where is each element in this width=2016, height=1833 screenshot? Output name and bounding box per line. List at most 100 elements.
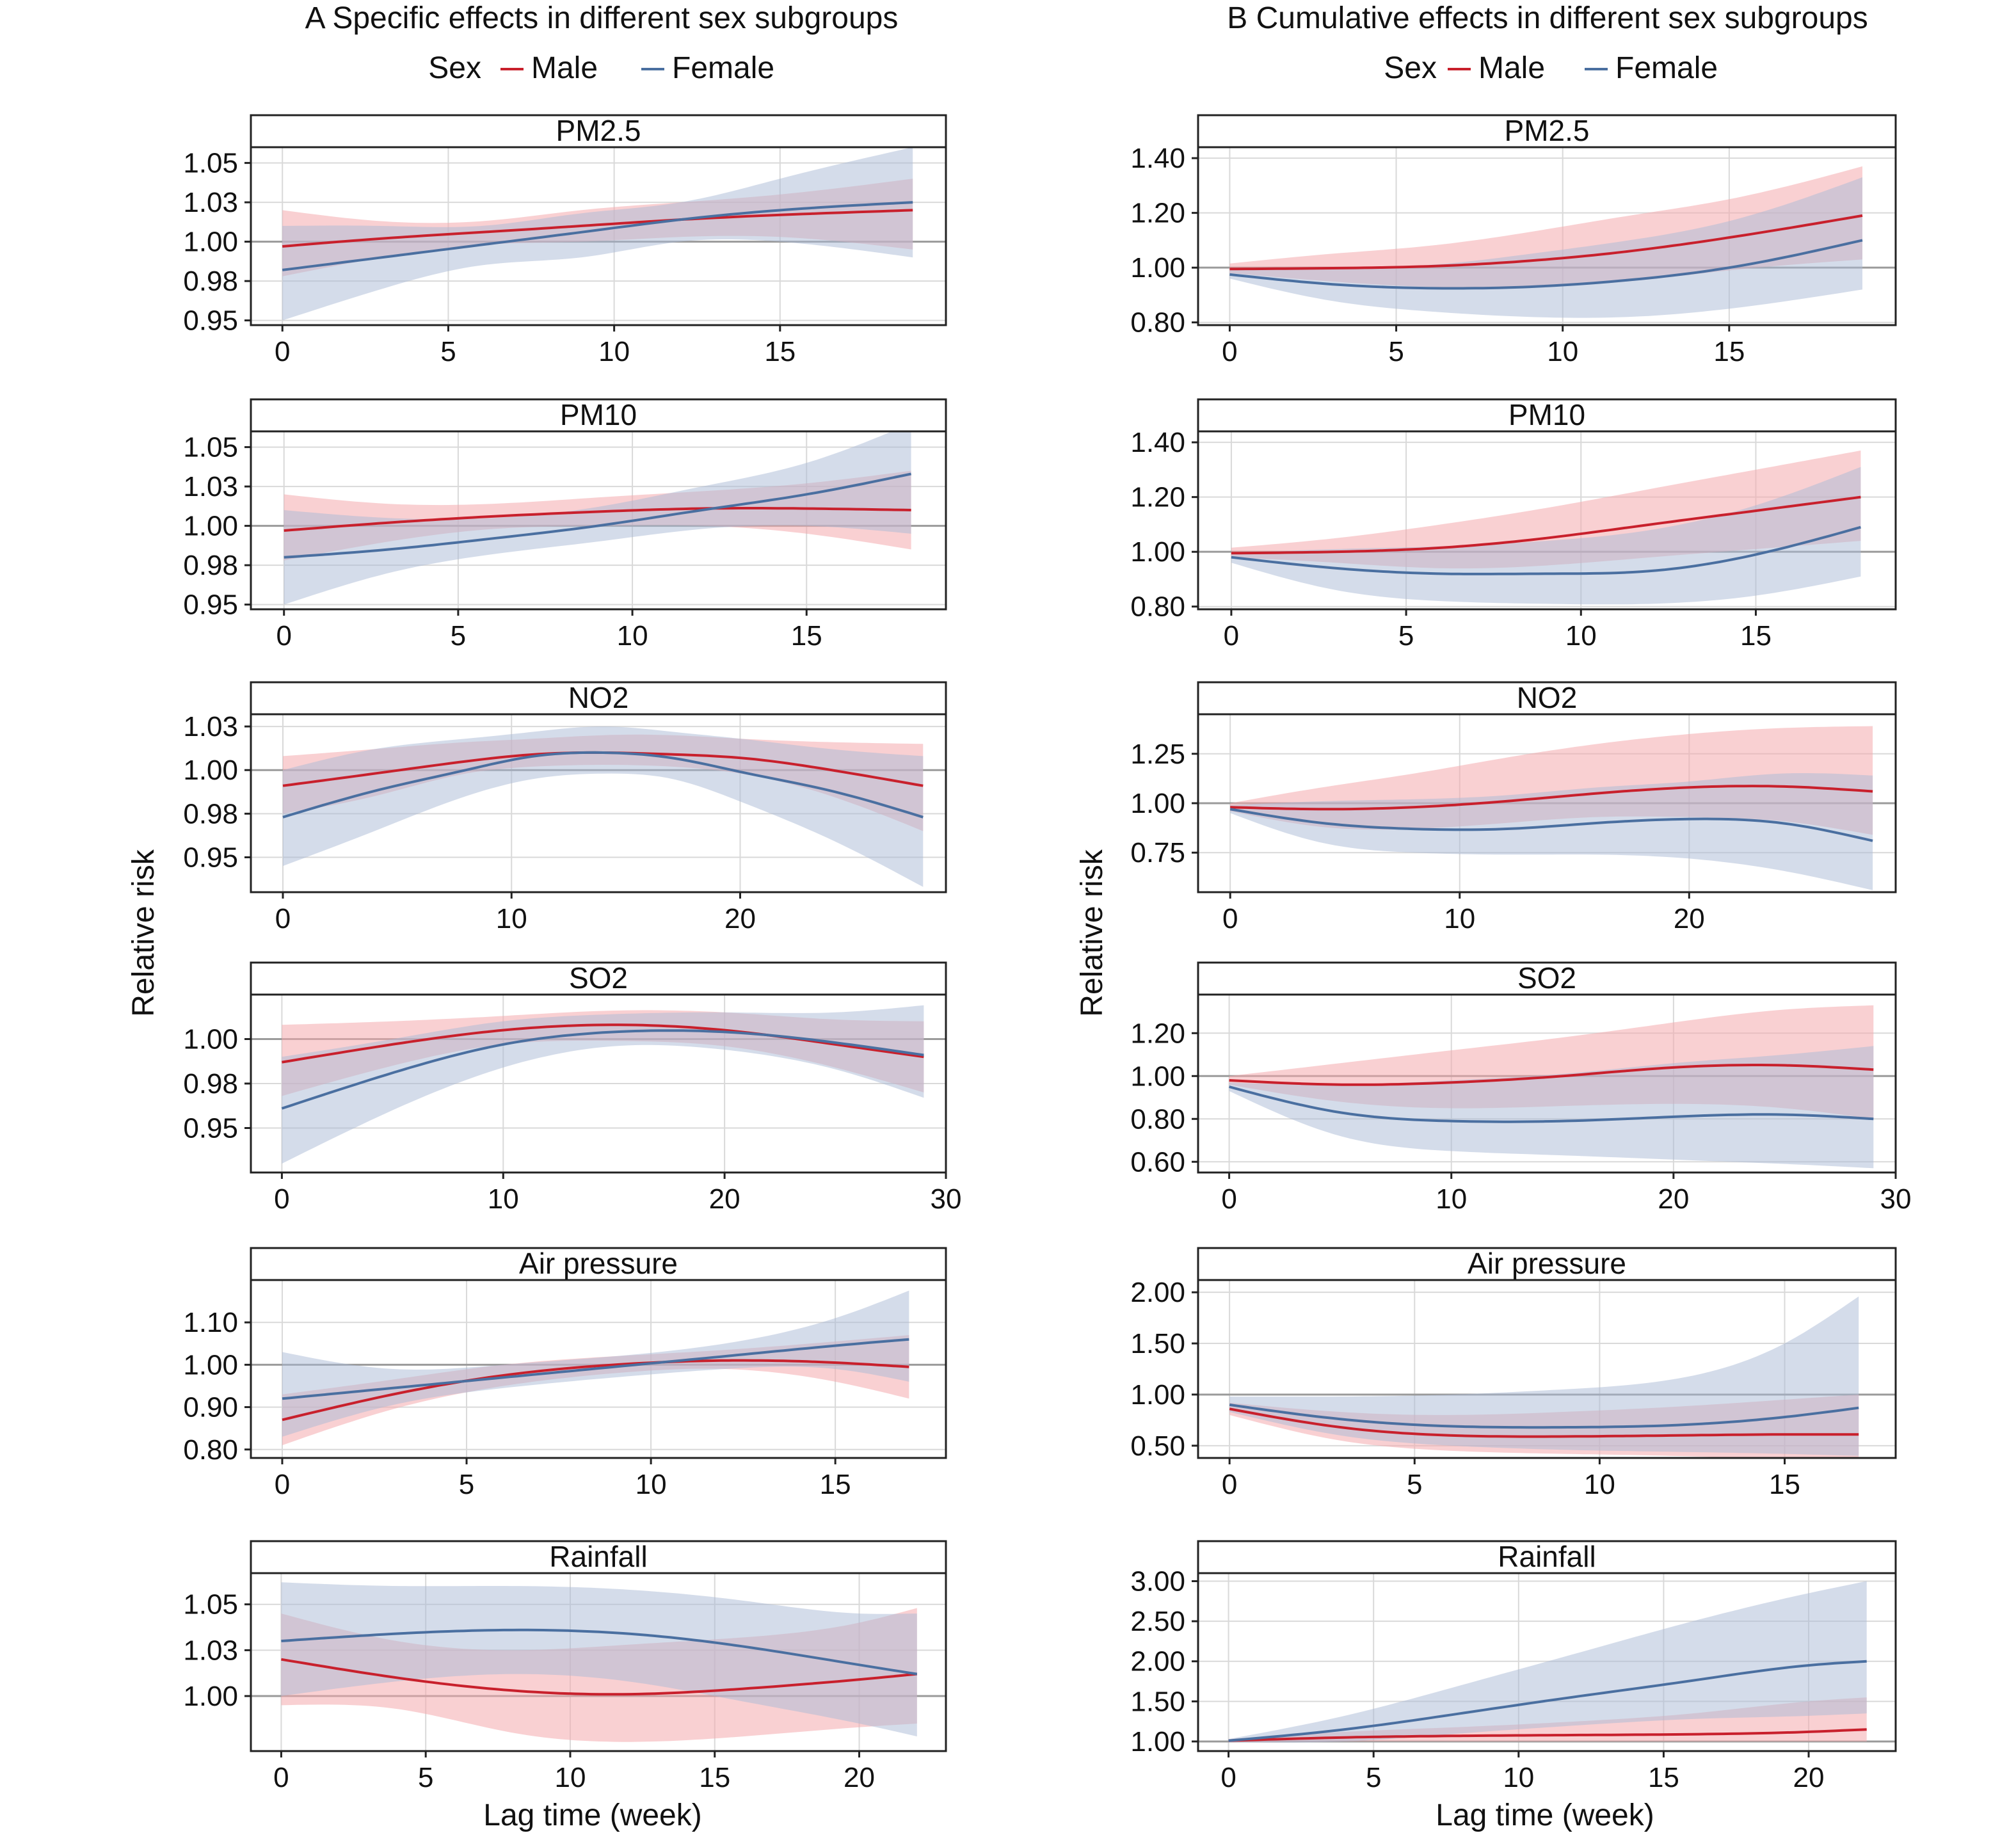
panel-frame	[250, 713, 947, 893]
panel-b-pm10: PM10 0 5 10 15 0.80 1.00 1.20 1.40	[1130, 398, 1897, 652]
panel-title: PM2.5	[1505, 114, 1590, 147]
plot-area	[251, 431, 946, 605]
female-series-line	[282, 1338, 909, 1400]
y-tick-label: 1.40	[1130, 143, 1185, 174]
panel-strip	[1197, 1247, 1897, 1281]
panel-frame	[1197, 1279, 1897, 1459]
female-series-line	[1229, 1085, 1874, 1123]
panel-a-pm2-5: PM2.5 0 5 10 15 0.95 0.98 1.00 1.03 1.05	[183, 114, 947, 367]
panel-a-pm10: PM10 0 5 10 15 0.95 0.98 1.00 1.03 1.05	[183, 398, 947, 652]
female-confidence-band	[282, 1005, 924, 1164]
y-tick-label: 0.80	[1130, 1103, 1185, 1135]
panel-strip	[250, 1540, 947, 1574]
y-tick-label: 1.00	[183, 511, 238, 542]
panel-frame	[1197, 146, 1897, 326]
female-series-line	[1228, 1660, 1867, 1742]
plot-area	[1198, 450, 1896, 605]
y-tick-label: 1.05	[183, 148, 238, 179]
y-tick-label: 1.00	[1130, 1061, 1185, 1092]
plot-area	[251, 726, 946, 887]
x-tick-label: 5	[418, 1762, 433, 1793]
plot-area	[1198, 1581, 1896, 1743]
x-tick-label: 0	[1220, 1762, 1236, 1793]
legend-male-label: Male	[1478, 51, 1545, 85]
x-tick-label: 10	[1503, 1762, 1534, 1793]
panel-strip	[250, 398, 947, 433]
female-confidence-band	[1230, 773, 1873, 890]
male-series-line	[282, 1023, 924, 1064]
y-tick-label: 0.95	[183, 305, 238, 337]
x-axis-label-b: Lag time (week)	[1436, 1798, 1654, 1832]
x-tick-label: 15	[1740, 620, 1772, 652]
x-tick-label: 0	[1222, 336, 1237, 367]
y-tick-label: 1.00	[183, 1681, 238, 1712]
female-series-line	[282, 751, 924, 819]
x-tick-label: 30	[931, 1183, 962, 1215]
panel-title: Air pressure	[519, 1247, 678, 1280]
column-a-legend: Sex Male Female	[428, 51, 774, 85]
y-tick-label: 2.00	[1130, 1646, 1185, 1677]
panel-strip	[1197, 398, 1897, 433]
panel-title: SO2	[1517, 961, 1576, 995]
y-tick-label: 1.00	[1130, 1726, 1185, 1757]
panel-strip	[250, 114, 947, 148]
male-series-line	[284, 507, 911, 532]
female-series-line	[1229, 1403, 1859, 1429]
y-tick-label: 2.50	[1130, 1606, 1185, 1637]
x-tick-label: 5	[1398, 620, 1414, 652]
panel-a-so2: SO2 0 10 20 30 0.95 0.98 1.00	[183, 961, 961, 1215]
y-tick-label: 0.95	[183, 1113, 238, 1144]
y-tick-label: 0.90	[183, 1392, 238, 1423]
y-tick-label: 0.98	[183, 798, 238, 829]
x-tick-label: 15	[764, 336, 796, 367]
female-confidence-band	[284, 431, 911, 605]
column-b-legend: Sex Male Female	[1384, 51, 1718, 85]
x-tick-label: 5	[451, 620, 466, 652]
x-tick-label: 10	[1444, 903, 1475, 934]
panel-b-pm2-5: PM2.5 0 5 10 15 0.80 1.00 1.20 1.40	[1130, 114, 1897, 367]
female-series-line	[1229, 239, 1863, 290]
panel-frame	[250, 146, 947, 326]
x-tick-label: 20	[844, 1762, 875, 1793]
x-tick-label: 5	[1388, 336, 1404, 367]
y-tick-label: 0.80	[183, 1434, 238, 1466]
legend-female-label: Female	[1615, 51, 1718, 85]
female-series-line	[281, 1628, 918, 1676]
panel-a-no2: NO2 0 10 20 0.95 0.98 1.00 1.03	[183, 681, 947, 934]
y-tick-label: 1.05	[183, 432, 238, 463]
plot-area	[1198, 166, 1896, 318]
y-tick-label: 1.10	[183, 1307, 238, 1338]
x-tick-label: 15	[1769, 1469, 1800, 1500]
y-tick-label: 0.98	[183, 550, 238, 581]
panel-title: NO2	[568, 681, 629, 714]
female-confidence-band	[282, 1290, 909, 1437]
x-tick-label: 0	[273, 1762, 289, 1793]
plot-area	[1198, 1296, 1896, 1458]
x-tick-label: 10	[1565, 620, 1597, 652]
plot-area	[1198, 726, 1896, 890]
x-tick-label: 15	[1713, 336, 1745, 367]
female-series-line	[282, 201, 913, 271]
panel-frame	[250, 1279, 947, 1459]
male-series-line	[1229, 1064, 1874, 1086]
y-tick-label: 0.80	[1130, 307, 1185, 339]
x-tick-label: 5	[1407, 1469, 1422, 1500]
x-tick-label: 10	[488, 1183, 519, 1215]
plot-area	[251, 147, 946, 321]
male-series-line	[1230, 785, 1873, 811]
female-confidence-band	[1229, 177, 1862, 318]
x-tick-label: 0	[276, 620, 291, 652]
plot-area	[251, 1290, 946, 1446]
female-series-line	[284, 472, 912, 559]
x-tick-label: 0	[275, 1469, 290, 1500]
y-tick-label: 1.50	[1130, 1686, 1185, 1717]
panel-strip	[250, 1247, 947, 1281]
x-tick-label: 5	[440, 336, 456, 367]
y-tick-label: 0.50	[1130, 1430, 1185, 1462]
y-tick-label: 1.20	[1130, 482, 1185, 513]
panel-title: PM10	[1508, 398, 1585, 431]
panel-strip	[250, 681, 947, 716]
x-tick-label: 10	[496, 903, 527, 934]
panel-strip	[250, 961, 947, 996]
